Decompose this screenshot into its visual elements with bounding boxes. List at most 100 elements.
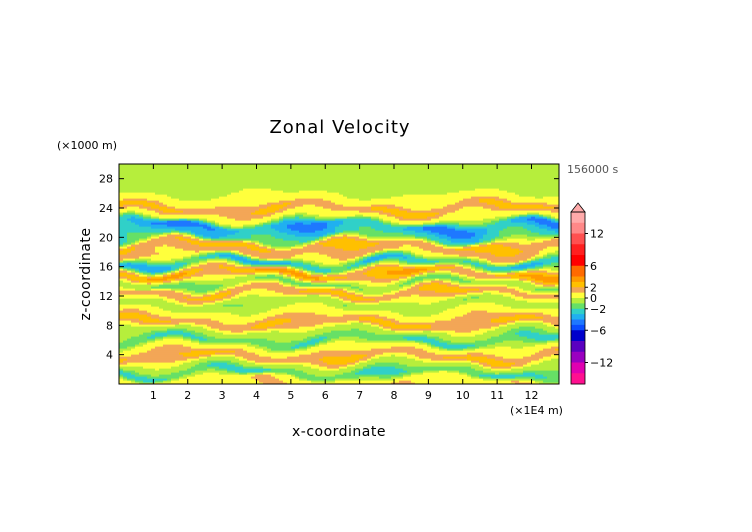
field-cell bbox=[143, 264, 148, 267]
field-cell bbox=[135, 318, 140, 321]
field-cell bbox=[195, 286, 200, 289]
field-cell bbox=[171, 308, 176, 311]
field-cell bbox=[151, 362, 156, 365]
field-cell bbox=[131, 342, 136, 345]
field-cell bbox=[195, 224, 200, 227]
field-cell bbox=[163, 358, 168, 361]
field-cell bbox=[139, 266, 144, 269]
field-cell bbox=[171, 368, 176, 371]
field-cell bbox=[143, 248, 148, 251]
field-cell bbox=[183, 224, 188, 227]
field-cell bbox=[187, 330, 192, 333]
field-cell bbox=[159, 220, 164, 223]
field-cell bbox=[159, 380, 164, 383]
field-cell bbox=[167, 214, 172, 217]
field-cell bbox=[199, 334, 204, 337]
field-cell bbox=[183, 208, 188, 211]
field-cell bbox=[171, 356, 176, 359]
field-cell bbox=[127, 292, 132, 295]
field-cell bbox=[187, 286, 192, 289]
field-cell bbox=[163, 376, 168, 379]
field-cell bbox=[175, 176, 180, 179]
field-cell bbox=[151, 202, 156, 205]
field-cell bbox=[127, 334, 132, 337]
field-cell bbox=[187, 304, 192, 307]
field-cell bbox=[195, 320, 200, 323]
field-cell bbox=[163, 324, 168, 327]
field-cell bbox=[151, 242, 156, 245]
field-cell bbox=[167, 362, 172, 365]
field-cell bbox=[127, 274, 132, 277]
field-cell bbox=[179, 332, 184, 335]
field-cell bbox=[171, 184, 176, 187]
field-cell bbox=[123, 232, 128, 235]
field-cell bbox=[195, 222, 200, 225]
field-cell bbox=[119, 318, 124, 321]
field-cell bbox=[179, 336, 184, 339]
field-cell bbox=[191, 200, 196, 203]
field-cell bbox=[127, 208, 132, 211]
field-cell bbox=[155, 354, 160, 357]
field-cell bbox=[131, 248, 136, 251]
field-cell bbox=[159, 374, 164, 377]
field-cell bbox=[199, 350, 204, 353]
field-cell bbox=[195, 348, 200, 351]
field-cell bbox=[163, 322, 168, 325]
field-cell bbox=[175, 288, 180, 291]
field-cell bbox=[119, 326, 124, 329]
field-cell bbox=[143, 232, 148, 235]
field-cell bbox=[179, 270, 184, 273]
field-cell bbox=[127, 218, 132, 221]
field-cell bbox=[175, 332, 180, 335]
field-cell bbox=[191, 312, 196, 315]
field-cell bbox=[135, 242, 140, 245]
field-cell bbox=[151, 228, 156, 231]
field-cell bbox=[163, 224, 168, 227]
field-cell bbox=[195, 212, 200, 215]
field-cell bbox=[155, 306, 160, 309]
field-cell bbox=[167, 222, 172, 225]
field-cell bbox=[151, 336, 156, 339]
field-cell bbox=[179, 212, 184, 215]
field-cell bbox=[167, 342, 172, 345]
field-cell bbox=[139, 214, 144, 217]
field-cell bbox=[155, 272, 160, 275]
field-cell bbox=[167, 274, 172, 277]
field-cell bbox=[187, 284, 192, 287]
field-cell bbox=[195, 188, 200, 191]
field-cell bbox=[159, 248, 164, 251]
field-cell bbox=[191, 224, 196, 227]
field-cell bbox=[147, 204, 152, 207]
field-cell bbox=[179, 234, 184, 237]
field-cell bbox=[179, 210, 184, 213]
field-cell bbox=[183, 380, 188, 383]
field-cell bbox=[187, 198, 192, 201]
field-cell bbox=[135, 380, 140, 383]
field-cell bbox=[143, 376, 148, 379]
field-cell bbox=[127, 344, 132, 347]
field-cell bbox=[155, 192, 160, 195]
field-cell bbox=[191, 246, 196, 249]
field-cell bbox=[183, 336, 188, 339]
field-cell bbox=[159, 314, 164, 317]
field-cell bbox=[119, 306, 124, 309]
field-cell bbox=[175, 266, 180, 269]
field-cell bbox=[139, 318, 144, 321]
field-cell bbox=[131, 204, 136, 207]
field-cell bbox=[139, 232, 144, 235]
field-cell bbox=[163, 340, 168, 343]
field-cell bbox=[151, 278, 156, 281]
field-cell bbox=[147, 336, 152, 339]
field-cell bbox=[119, 240, 124, 243]
field-cell bbox=[119, 194, 124, 197]
field-cell bbox=[167, 316, 172, 319]
field-cell bbox=[191, 344, 196, 347]
field-cell bbox=[163, 190, 168, 193]
field-cell bbox=[191, 316, 196, 319]
field-cell bbox=[155, 262, 160, 265]
field-cell bbox=[127, 294, 132, 297]
field-cell bbox=[151, 252, 156, 255]
field-cell bbox=[183, 214, 188, 217]
field-cell bbox=[135, 218, 140, 221]
field-cell bbox=[155, 290, 160, 293]
